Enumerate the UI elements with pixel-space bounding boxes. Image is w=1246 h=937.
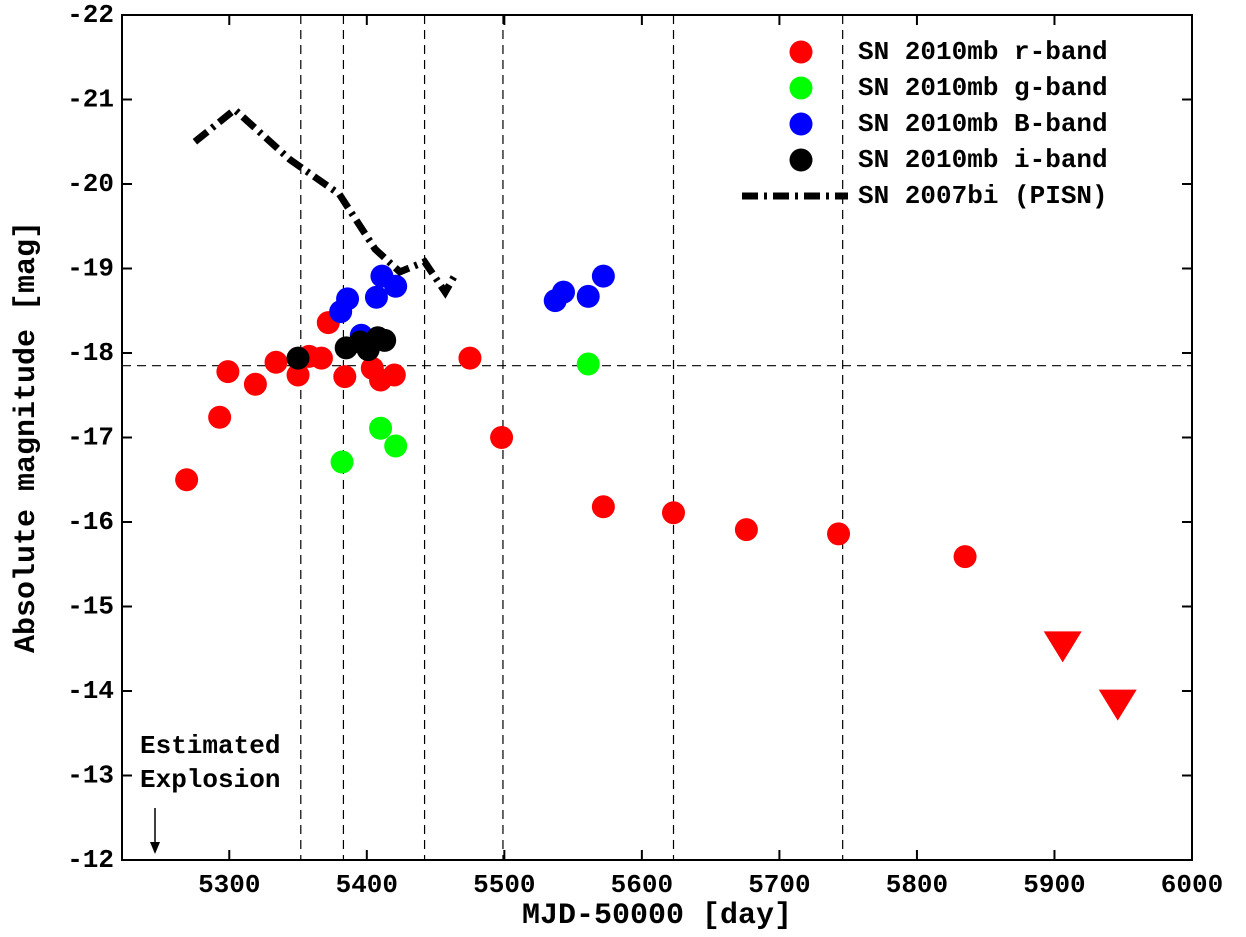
- plot-frame: [121, 14, 1193, 861]
- y-tick-label: -16: [67, 507, 114, 537]
- data-point: [490, 426, 514, 449]
- data-point: [286, 346, 310, 370]
- data-point: [264, 350, 288, 374]
- data-point: [591, 264, 615, 288]
- y-tick-label: -15: [67, 591, 114, 621]
- data-point: [576, 284, 600, 308]
- legend-label: SN 2010mb B-band: [858, 109, 1108, 139]
- x-tick-label: 5500: [473, 870, 535, 900]
- y-tick-label: -20: [67, 169, 114, 199]
- data-point: [384, 274, 408, 298]
- data-point: [336, 287, 360, 311]
- y-tick-label: -18: [67, 338, 114, 368]
- y-tick-label: -21: [67, 84, 114, 114]
- data-point: [216, 360, 240, 384]
- legend-swatch: [789, 148, 813, 172]
- data-point: [333, 365, 357, 389]
- data-point: [208, 405, 232, 429]
- data-point: [827, 522, 851, 546]
- legend-swatch: [789, 40, 813, 64]
- data-point: [576, 352, 600, 376]
- data-point: [309, 346, 333, 370]
- data-point: [382, 363, 406, 387]
- y-tick-label: -12: [67, 845, 114, 875]
- y-tick-label: -13: [67, 760, 114, 790]
- legend-label: SN 2010mb g-band: [858, 73, 1108, 103]
- x-tick-label: 5800: [886, 870, 948, 900]
- data-point: [243, 372, 267, 396]
- y-tick-label: -19: [67, 253, 114, 283]
- data-point: [591, 495, 615, 519]
- y-tick-label: -14: [67, 676, 114, 706]
- x-tick-label: 5600: [611, 870, 673, 900]
- data-point: [551, 280, 575, 304]
- y-axis-label: Absolute magnitude [mag]: [10, 221, 44, 653]
- x-axis-label: MJD-50000 [day]: [522, 899, 792, 933]
- annotation: Estimated: [140, 731, 280, 761]
- x-tick-label: 6000: [1161, 870, 1223, 900]
- annotation: Explosion: [140, 765, 280, 795]
- x-tick-label: 5700: [748, 870, 810, 900]
- data-point: [175, 468, 199, 492]
- legend-swatch: [789, 112, 813, 136]
- data-point: [330, 450, 354, 474]
- data-point: [1098, 689, 1137, 721]
- data-point: [1043, 631, 1082, 663]
- data-point: [662, 501, 686, 525]
- x-tick-label: 5900: [1023, 870, 1085, 900]
- data-point: [286, 363, 310, 387]
- data-point: [953, 545, 977, 569]
- y-tick-label: -17: [67, 422, 114, 452]
- legend-label: SN 2010mb r-band: [858, 37, 1108, 67]
- annotation-arrowhead: [150, 842, 161, 854]
- x-tick-label: 5300: [198, 870, 260, 900]
- data-point: [384, 434, 408, 458]
- data-point: [734, 518, 758, 542]
- data-point: [369, 416, 393, 440]
- x-tick-label: 5400: [336, 870, 398, 900]
- legend-label: SN 2007bi (PISN): [858, 181, 1108, 211]
- y-tick-label: -22: [67, 0, 114, 30]
- data-line: [192, 105, 458, 299]
- data-point: [364, 285, 388, 309]
- legend-swatch: [789, 76, 813, 100]
- data-point: [373, 328, 397, 352]
- data-point: [458, 346, 482, 370]
- legend-label: SN 2010mb i-band: [858, 145, 1108, 175]
